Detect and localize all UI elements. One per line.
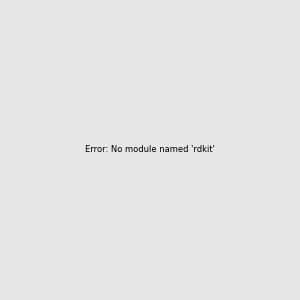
Text: Error: No module named 'rdkit': Error: No module named 'rdkit'	[85, 146, 215, 154]
